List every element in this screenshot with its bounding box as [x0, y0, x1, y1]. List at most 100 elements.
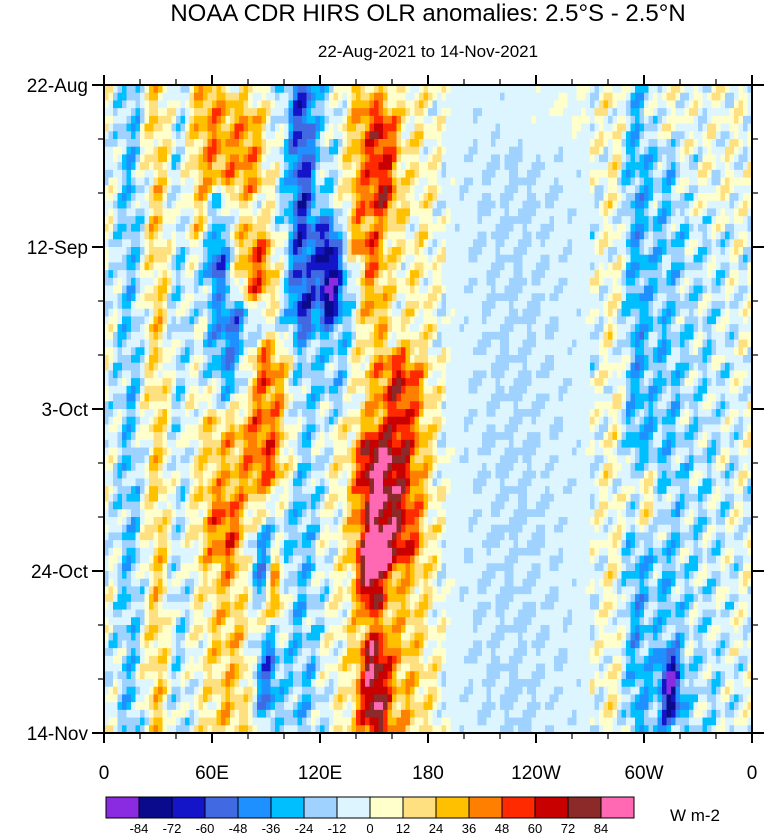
heatmap-cell	[446, 193, 451, 202]
heatmap-cell	[648, 131, 654, 140]
heatmap-cell	[320, 85, 325, 94]
heatmap-cell	[104, 216, 109, 225]
heatmap-cell	[509, 231, 514, 240]
heatmap-cell	[185, 131, 190, 140]
heatmap-cell	[153, 293, 159, 302]
heatmap-cell	[207, 177, 213, 186]
heatmap-cell	[189, 108, 195, 117]
heatmap-cell	[131, 100, 136, 109]
heatmap-cell	[239, 239, 244, 248]
heatmap-cell	[455, 200, 460, 209]
heatmap-cell	[518, 208, 523, 217]
heatmap-cell	[554, 223, 559, 232]
heatmap-cell	[252, 108, 258, 117]
heatmap-cell	[270, 92, 276, 101]
heatmap-cell	[288, 247, 294, 256]
heatmap-cell	[392, 308, 397, 317]
heatmap-cell	[549, 316, 555, 325]
heatmap-cell	[608, 216, 613, 225]
heatmap-cell	[243, 108, 249, 117]
heatmap-cell	[378, 301, 384, 310]
heatmap-cell	[320, 316, 325, 325]
heatmap-cell	[644, 293, 649, 302]
heatmap-cell	[707, 200, 712, 209]
heatmap-cell	[351, 316, 357, 325]
heatmap-cell	[180, 285, 186, 294]
heatmap-cell	[500, 262, 505, 271]
heatmap-cell	[567, 216, 573, 225]
heatmap-cell	[171, 131, 177, 140]
heatmap-cell	[626, 146, 631, 155]
heatmap-cell	[117, 247, 123, 256]
heatmap-cell	[180, 92, 186, 101]
heatmap-cell	[104, 154, 109, 163]
heatmap-cell	[266, 193, 271, 202]
heatmap-cell	[545, 239, 550, 248]
heatmap-cell	[608, 177, 613, 186]
heatmap-cell	[198, 85, 204, 94]
heatmap-cell	[428, 139, 433, 148]
heatmap-cell	[342, 200, 348, 209]
heatmap-cell	[522, 100, 528, 109]
heatmap-cell	[531, 100, 537, 109]
heatmap-cell	[428, 331, 433, 340]
heatmap-cell	[401, 115, 406, 124]
heatmap-cell	[500, 100, 505, 109]
heatmap-cell	[581, 216, 586, 225]
heatmap-cell	[396, 331, 402, 340]
heatmap-cell	[734, 239, 739, 248]
heatmap-cell	[707, 131, 712, 140]
heatmap-cell	[549, 154, 555, 163]
heatmap-cell	[549, 108, 555, 117]
heatmap-cell	[131, 162, 136, 171]
heatmap-cell	[747, 231, 753, 240]
heatmap-cell	[257, 239, 262, 248]
heatmap-cell	[662, 108, 667, 117]
heatmap-cell	[221, 285, 226, 294]
heatmap-cell	[540, 85, 546, 94]
heatmap-cell	[608, 108, 613, 117]
heatmap-cell	[626, 193, 631, 202]
heatmap-cell	[671, 293, 676, 302]
heatmap-cell	[500, 146, 505, 155]
heatmap-cell	[140, 100, 145, 109]
heatmap-cell	[131, 146, 136, 155]
heatmap-cell	[567, 115, 573, 124]
heatmap-cell	[270, 139, 276, 148]
heatmap-cell	[666, 262, 672, 271]
heatmap-cell	[504, 85, 510, 94]
heatmap-cell	[657, 285, 663, 294]
heatmap-cell	[594, 85, 600, 94]
heatmap-cell	[612, 200, 618, 209]
heatmap-cell	[599, 162, 604, 171]
heatmap-cell	[653, 316, 658, 325]
heatmap-cell	[594, 285, 600, 294]
heatmap-cell	[311, 254, 316, 263]
heatmap-cell	[734, 301, 739, 310]
heatmap-cell	[689, 92, 694, 101]
heatmap-cell	[680, 154, 685, 163]
heatmap-cell	[459, 254, 465, 263]
heatmap-cell	[383, 131, 388, 140]
heatmap-cell	[698, 277, 703, 286]
heatmap-cell	[194, 277, 199, 286]
heatmap-cell	[378, 339, 384, 348]
heatmap-cell	[540, 154, 546, 163]
heatmap-cell	[468, 247, 474, 256]
heatmap-cell	[666, 100, 672, 109]
heatmap-cell	[207, 331, 213, 340]
heatmap-cell	[518, 331, 523, 340]
heatmap-cell	[536, 139, 541, 148]
heatmap-cell	[414, 123, 420, 132]
heatmap-cell	[477, 139, 483, 148]
heatmap-cell	[716, 331, 721, 340]
heatmap-cell	[126, 177, 132, 186]
heatmap-cell	[617, 100, 622, 109]
heatmap-cell	[333, 223, 339, 232]
heatmap-cell	[743, 270, 748, 279]
heatmap-cell	[401, 139, 406, 148]
heatmap-cell	[266, 339, 271, 348]
heatmap-cell	[239, 100, 244, 109]
heatmap-cell	[284, 316, 289, 325]
heatmap-cell	[122, 277, 127, 286]
